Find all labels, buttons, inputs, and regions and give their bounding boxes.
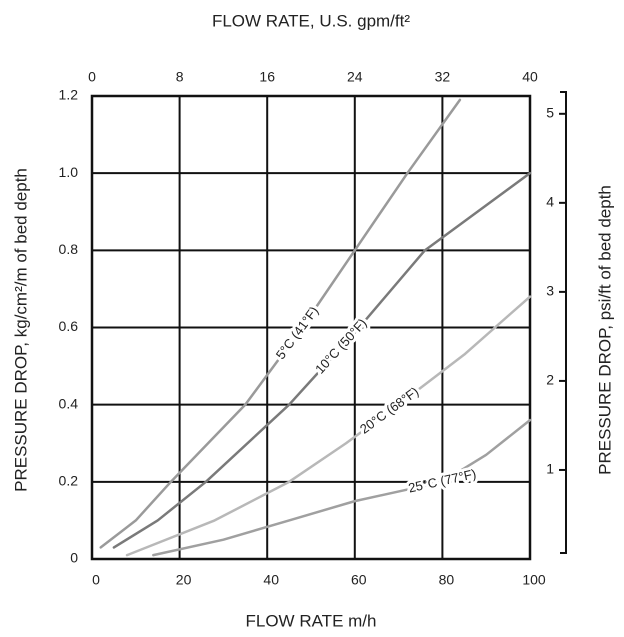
x2-tick-label: 24	[347, 69, 363, 85]
x2-tick-label: 8	[176, 69, 184, 85]
y-axis-title: PRESSURE DROP, kg/cm²/m of bed depth	[11, 168, 30, 492]
x-tick-label: 0	[92, 572, 100, 588]
curve	[152, 418, 532, 557]
x-tick-label: 100	[522, 572, 546, 588]
curve-label: 5°C (41°F)	[273, 304, 322, 363]
x2-tick-label: 16	[259, 69, 275, 85]
curve-label: 20°C (68°F)	[357, 384, 421, 437]
y-tick-label: 0.2	[59, 473, 79, 489]
x-axis-title: FLOW RATE m/h	[246, 611, 377, 630]
y2-tick-label: 1	[546, 461, 554, 477]
x-tick-label: 40	[263, 572, 279, 588]
x2-axis-title: FLOW RATE, U.S. gpm/ft²	[212, 11, 410, 30]
y2-axis-line	[560, 91, 567, 554]
curve	[112, 171, 532, 549]
y-tick-label: 0	[70, 550, 78, 566]
x-tick-label: 80	[439, 572, 455, 588]
y2-axis-title: PRESSURE DROP, psi/ft of bed depth	[595, 185, 614, 475]
y2-tick-label: 4	[546, 194, 554, 210]
y-tick-label: 0.8	[59, 241, 79, 257]
x2-tick-label: 40	[522, 69, 538, 85]
y2-tick-label: 2	[546, 372, 554, 388]
y-tick-label: 1.2	[59, 87, 79, 103]
x2-tick-label: 0	[88, 69, 96, 85]
y2-tick-label: 5	[546, 105, 554, 121]
y-tick-label: 0.6	[59, 318, 79, 334]
curve	[99, 98, 462, 549]
y2-tick-label: 3	[546, 283, 554, 299]
x-tick-label: 60	[351, 572, 367, 588]
x2-tick-label: 32	[435, 69, 451, 85]
y-tick-label: 0.4	[59, 395, 79, 411]
y-tick-label: 1.0	[59, 164, 79, 180]
curve	[125, 295, 532, 557]
x-tick-label: 20	[176, 572, 192, 588]
curve-label: 10°C (50°F)	[312, 316, 369, 377]
